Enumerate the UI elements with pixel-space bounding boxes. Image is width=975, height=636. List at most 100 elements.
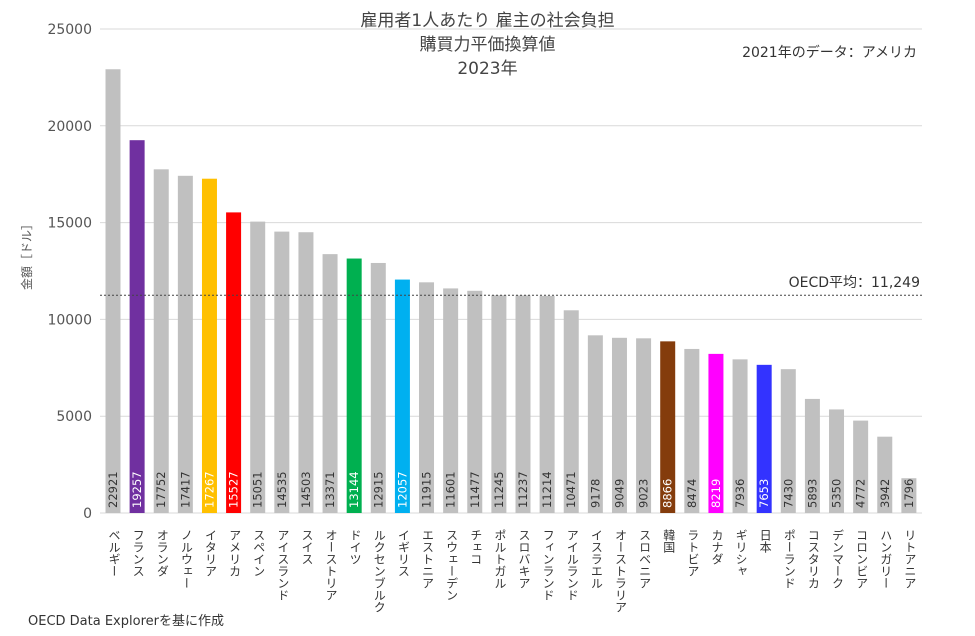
data-label: 9049 (612, 479, 626, 508)
x-tick-label: チェコ (469, 529, 483, 565)
source-note: OECD Data Explorerを基に作成 (28, 614, 224, 629)
x-tick-label: ハンガリー (879, 529, 893, 589)
data-label: 9023 (637, 479, 651, 508)
x-tick-label: コスタリカ (806, 529, 820, 589)
data-label: 11915 (420, 471, 434, 508)
x-tick-label: エストニア (421, 529, 435, 589)
bar (419, 282, 435, 513)
chart-title-line-1: 雇用者1人あたり 雇主の社会負担 (360, 11, 615, 31)
x-tick-label: オーストリア (324, 529, 338, 601)
chart-title-line-2: 購買力平価換算値 (419, 35, 556, 55)
x-tick-label: ラトビア (686, 529, 700, 577)
bar (756, 364, 772, 513)
bar (684, 348, 700, 513)
oecd-average-label: OECD平均：11,249 (789, 275, 920, 291)
bar (370, 262, 386, 513)
data-label: 17752 (154, 471, 168, 508)
x-tick-label: スロバキア (517, 529, 531, 589)
bar (129, 140, 145, 513)
bar (491, 295, 507, 513)
bar (660, 341, 676, 513)
data-label: 5350 (830, 479, 844, 508)
x-tick-label: カナダ (710, 529, 724, 565)
data-label: 11245 (492, 471, 506, 508)
x-tick-label: アメリカ (228, 529, 242, 577)
y-tick-label: 10000 (47, 312, 92, 328)
chart-title-line-3: 2023年 (457, 59, 518, 79)
data-label: 19257 (130, 471, 144, 508)
data-label: 8474 (685, 479, 699, 508)
bar (322, 254, 338, 513)
x-tick-label: ルクセンブルク (372, 529, 386, 613)
data-label: 3942 (878, 479, 892, 508)
data-label: 7430 (781, 479, 795, 508)
x-tick-label: スイス (300, 529, 314, 565)
bar (708, 353, 724, 513)
x-tick-label: イギリス (396, 529, 410, 577)
data-label: 13371 (323, 471, 337, 508)
x-tick-label: 韓国 (662, 529, 676, 553)
data-label: 7936 (733, 479, 747, 508)
data-label: 8219 (709, 479, 723, 508)
bar (853, 420, 869, 513)
data-label: 17417 (178, 471, 192, 508)
x-tick-label: スロベニア (638, 529, 652, 589)
bar (201, 178, 217, 513)
bar (105, 69, 121, 513)
bar (563, 310, 579, 513)
bar (636, 338, 652, 513)
x-tick-label: スウェーデン (445, 529, 459, 601)
bar (901, 478, 917, 513)
bar (177, 175, 193, 513)
x-tick-label: コロンビア (855, 529, 869, 589)
y-tick-label: 5000 (56, 409, 92, 425)
y-axis-label: 金額［ドル］ (20, 217, 34, 290)
bar (153, 169, 169, 513)
y-tick-label: 15000 (47, 216, 92, 232)
data-label: 9178 (588, 479, 602, 508)
bar (467, 290, 483, 513)
y-tick-label: 0 (83, 506, 92, 522)
data-label: 10471 (564, 471, 578, 508)
x-tick-label: ポーランド (782, 529, 796, 589)
x-tick-label: アイスランド (276, 529, 290, 601)
x-tick-label: オランダ (155, 529, 169, 577)
bar (611, 337, 627, 513)
x-tick-label: スペイン (252, 529, 266, 577)
data-label: 15051 (251, 471, 265, 508)
x-tick-label: 日本 (758, 529, 772, 554)
x-tick-label: オーストラリア (613, 529, 627, 613)
bar (394, 279, 410, 513)
bar (804, 398, 820, 513)
data-label: 17267 (202, 471, 216, 508)
bar (515, 295, 531, 513)
x-tick-label: イタリア (203, 529, 217, 577)
x-tick-label: アイルランド (565, 529, 579, 601)
bar (250, 221, 266, 513)
bar (732, 359, 748, 513)
data-label: 11237 (516, 471, 530, 508)
data-label: 11601 (444, 471, 458, 508)
x-tick-label: イスラエル (589, 529, 603, 589)
bar (780, 369, 796, 513)
bar (587, 335, 603, 513)
x-tick-label: ギリシャ (734, 529, 748, 577)
chart-note: 2021年のデータ：アメリカ (742, 45, 917, 61)
data-label: 13144 (347, 471, 361, 508)
data-label: 7653 (757, 479, 771, 508)
data-label: 12057 (395, 471, 409, 508)
x-tick-label: ポルトガル (493, 529, 507, 589)
data-label: 4772 (854, 479, 868, 508)
data-label: 15527 (227, 471, 241, 508)
x-tick-label: ノルウェー (179, 529, 193, 589)
bar (877, 436, 893, 513)
data-label: 12915 (371, 471, 385, 508)
data-label: 11214 (540, 471, 554, 508)
bar (539, 295, 555, 513)
x-tick-label: ドイツ (348, 529, 362, 565)
data-label: 5893 (805, 479, 819, 508)
x-tick-label: フィンランド (541, 529, 555, 601)
bar (274, 231, 290, 513)
x-tick-label: フランス (131, 529, 145, 577)
